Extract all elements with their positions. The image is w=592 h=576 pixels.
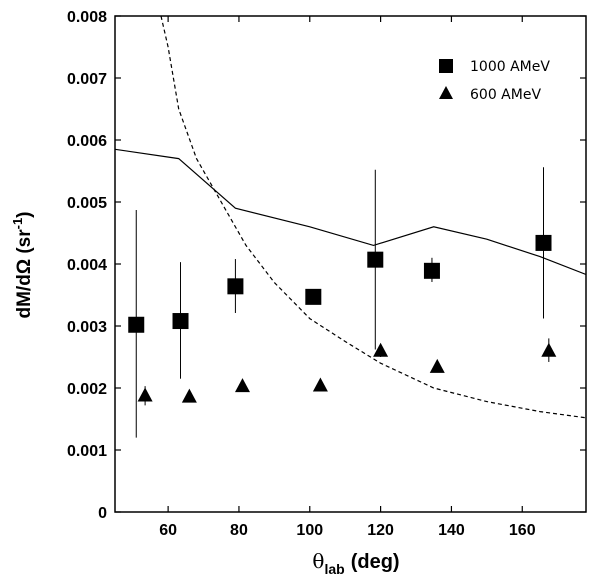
x-axis-label-symbol: θ: [312, 549, 324, 573]
data-point-triangle: [312, 377, 328, 392]
data-point-square: [172, 313, 189, 330]
y-axis-label-suffix: ): [14, 211, 35, 217]
legend-label: 1000 AMeV: [470, 59, 550, 75]
x-tick-label: 140: [438, 522, 465, 539]
legend-marker-triangle: [439, 86, 453, 99]
data-markers: [128, 234, 557, 403]
x-tick-labels: 60 80 100 120 140 160: [159, 522, 535, 539]
y-tick-label: 0.001: [67, 443, 107, 460]
y-axis-label: dM/dΩ (sr-1): [10, 211, 35, 318]
data-point-triangle: [181, 388, 197, 403]
legend-marker-square: [439, 59, 453, 73]
y-tick-label: 0.007: [67, 71, 107, 88]
y-tick-label: 0.002: [67, 381, 107, 398]
data-point-triangle: [137, 387, 153, 402]
y-tick-label: 0.005: [67, 195, 107, 212]
data-point-square: [305, 288, 322, 305]
data-point-square: [367, 251, 384, 268]
x-tick-label: 60: [159, 522, 177, 539]
y-axis-label-prefix: dM/dΩ (sr: [14, 229, 35, 319]
x-axis-label: θlab (deg): [312, 549, 399, 576]
y-tick-labels: 0 0.001 0.002 0.003 0.004 0.005 0.006 0.007 0.00…: [67, 9, 107, 522]
model-curve-dashed: [160, 16, 586, 419]
axis-ticks: [115, 15, 586, 513]
legend: 1000 AMeV 600 AMeV: [439, 59, 550, 103]
data-point-square: [423, 262, 440, 279]
model-curve-solid: [115, 148, 586, 276]
data-point-square: [128, 316, 145, 333]
model-curves: [115, 16, 586, 419]
x-tick-label: 100: [296, 522, 323, 539]
x-tick-label: 80: [230, 522, 248, 539]
x-axis-label-unit: (deg): [351, 551, 400, 573]
y-tick-label: 0.004: [67, 257, 107, 274]
x-axis-label-subscript: lab: [324, 561, 344, 576]
data-point-triangle: [234, 378, 250, 393]
data-point-triangle: [541, 342, 557, 357]
error-bars: [135, 167, 550, 438]
data-point-square: [535, 234, 552, 251]
y-tick-label: 0.003: [67, 319, 107, 336]
x-tick-label: 160: [509, 522, 536, 539]
y-tick-label: 0.008: [67, 9, 107, 26]
data-point-triangle: [429, 358, 445, 373]
y-tick-label: 0: [98, 505, 107, 522]
data-point-square: [227, 278, 244, 295]
y-axis-label-superscript: -1: [10, 218, 25, 230]
y-tick-label: 0.006: [67, 133, 107, 150]
x-tick-label: 120: [367, 522, 394, 539]
data-point-triangle: [373, 342, 389, 357]
legend-label: 600 AMeV: [470, 87, 541, 103]
